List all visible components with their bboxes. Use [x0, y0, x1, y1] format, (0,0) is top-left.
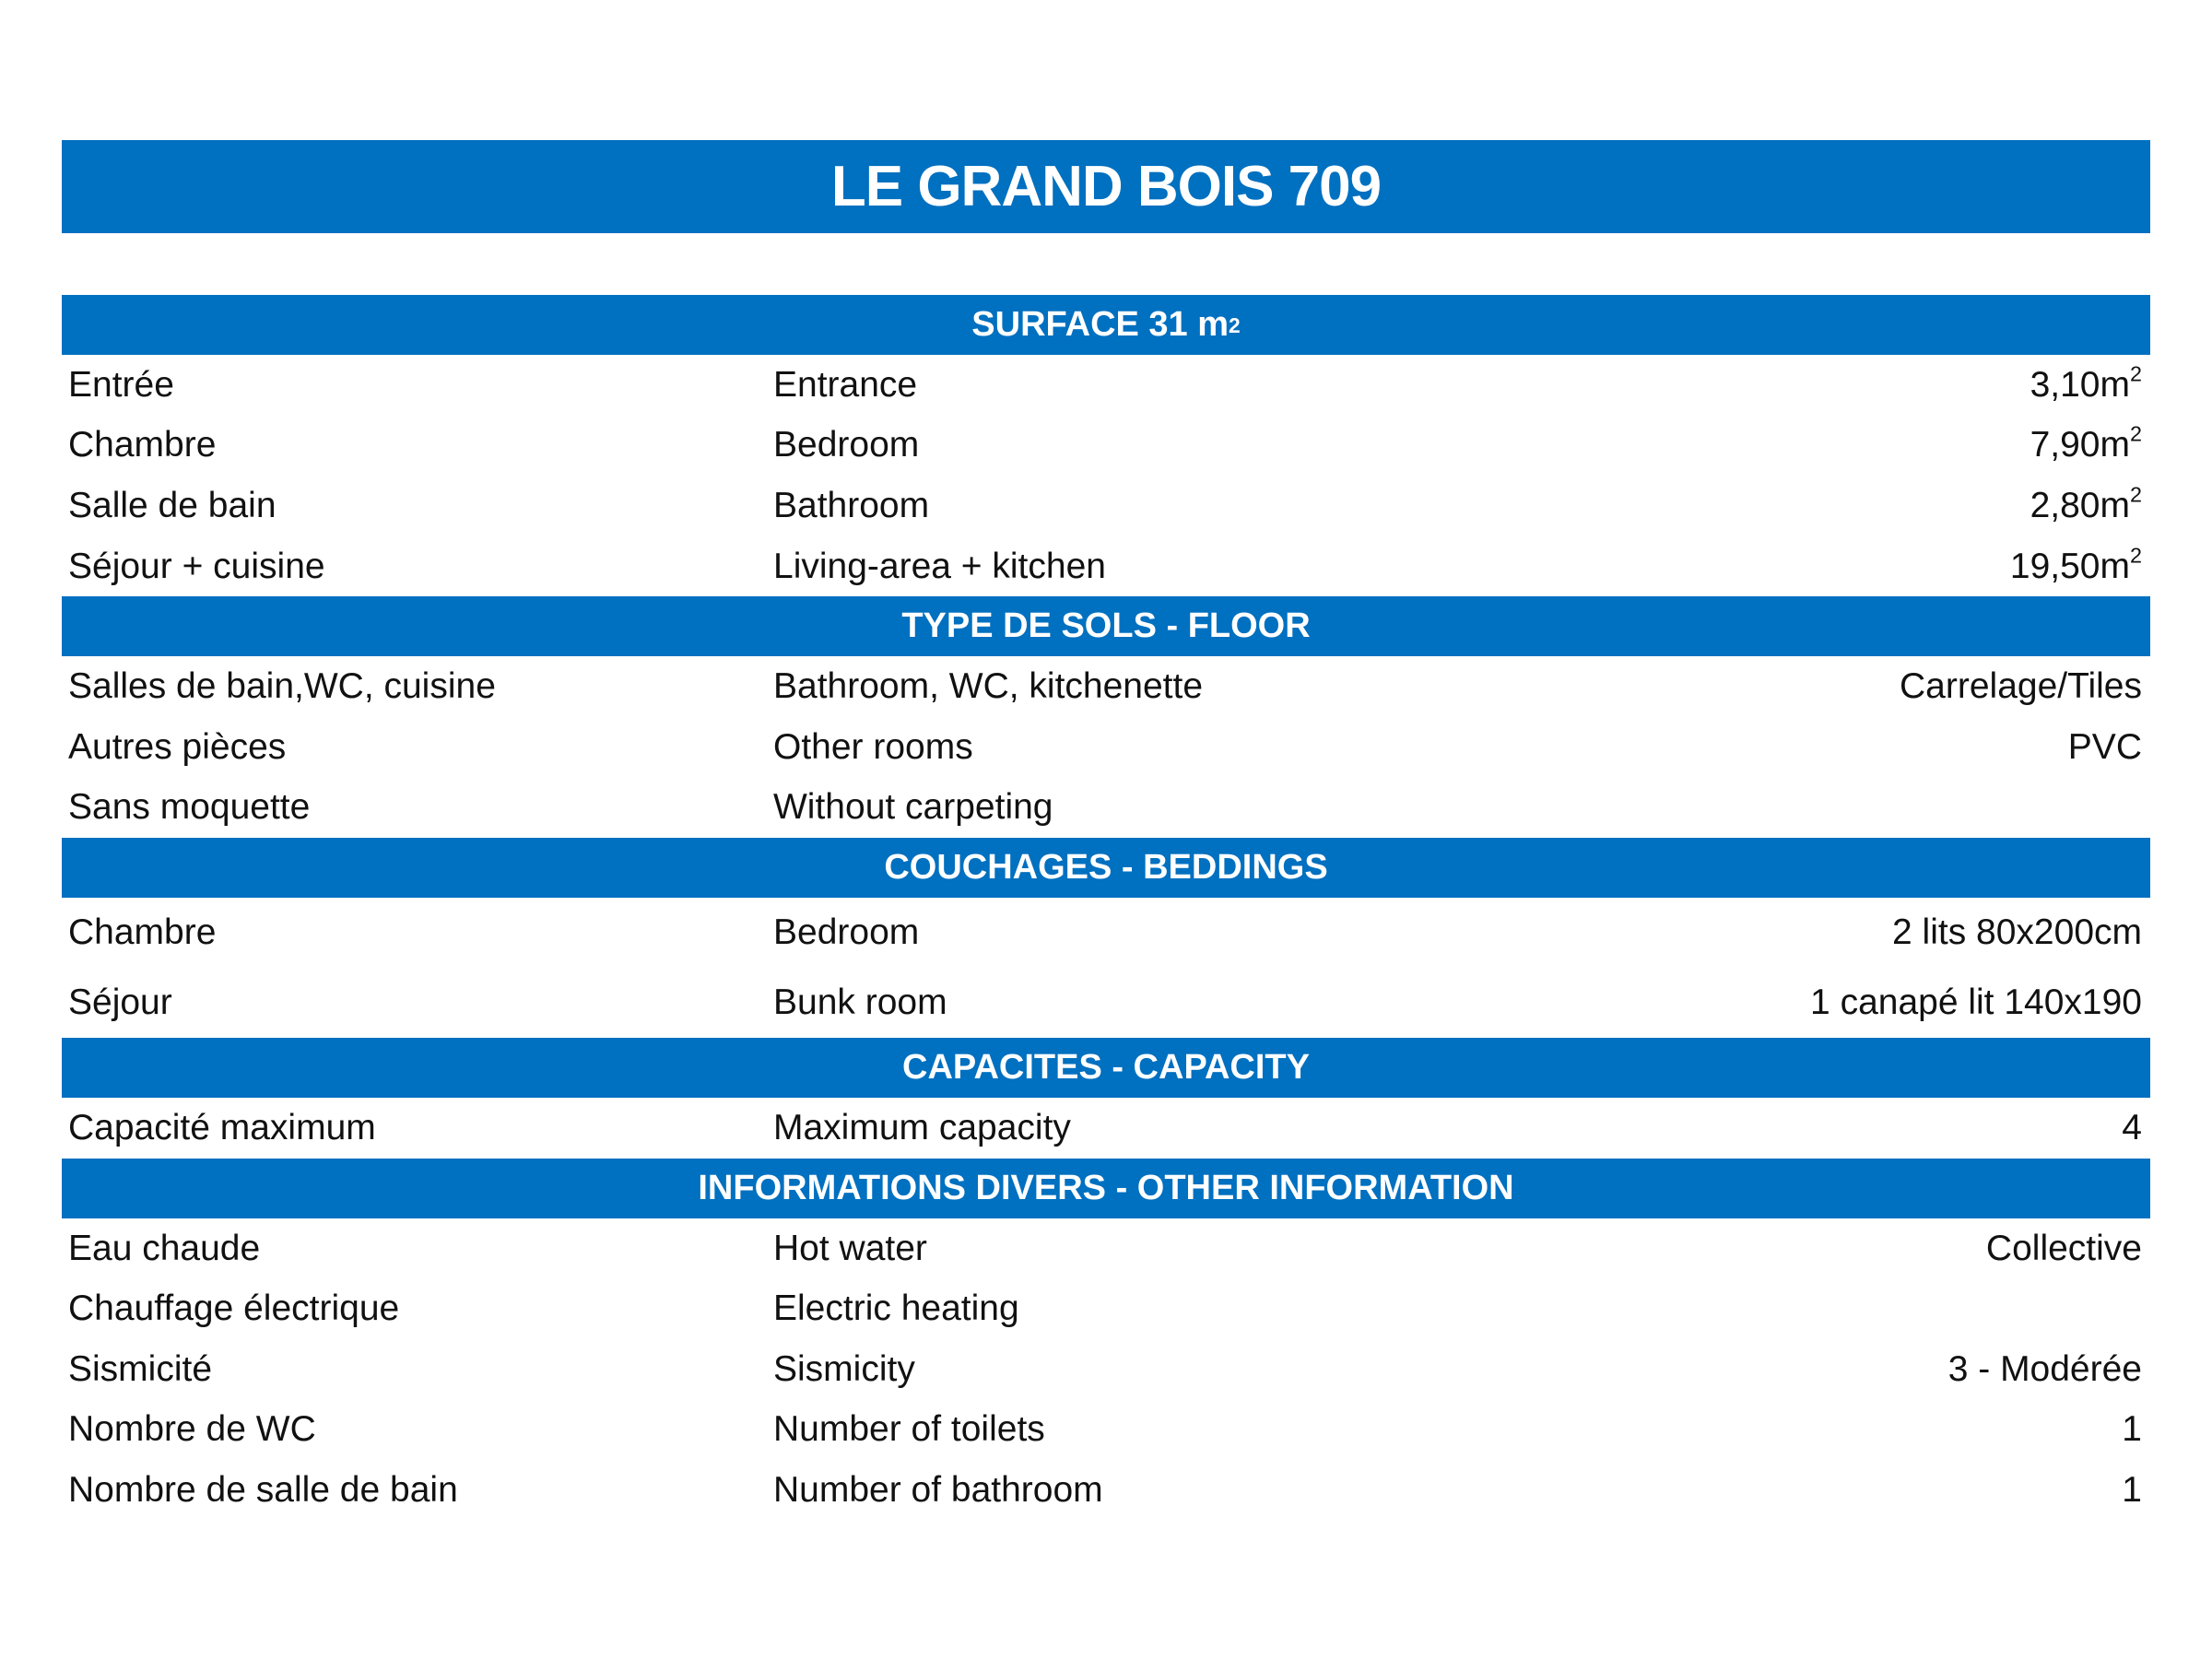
section-header: INFORMATIONS DIVERS - OTHER INFORMATION [62, 1158, 2150, 1218]
page-title: LE GRAND BOIS 709 [62, 140, 2150, 233]
table-row: Entrée Entrance 3,10m2 [62, 355, 2150, 416]
value-text: Collective [1985, 1228, 2142, 1268]
value-text: 7,90m [2030, 425, 2130, 465]
value: 1 canapé lit 140x190 [1810, 982, 2142, 1023]
label-french: Chauffage électrique [68, 1288, 400, 1329]
label-english: Electric heating [773, 1288, 1019, 1329]
superscript: 2 [2129, 361, 2142, 386]
label-french: Nombre de salle de bain [68, 1469, 458, 1510]
section-header: COUCHAGES - BEDDINGS [62, 838, 2150, 899]
table-row: Autres pièces Other rooms PVC [62, 717, 2150, 778]
superscript: 2 [2129, 482, 2142, 507]
section-header-label: INFORMATIONS DIVERS - OTHER INFORMATION [698, 1168, 1514, 1207]
label-french: Chambre [68, 912, 217, 953]
value: 2,80m2 [2030, 482, 2142, 526]
table-row: Nombre de salle de bain Number of bathroo… [62, 1460, 2150, 1521]
label-english: Number of bathroom [773, 1469, 1103, 1510]
value: PVC [2068, 727, 2142, 768]
value: 3,10m2 [2030, 363, 2142, 406]
label-french: Entrée [68, 364, 174, 405]
value: Carrelage/Tiles [1900, 666, 2142, 707]
label-french: Sans moquette [68, 787, 311, 828]
value: 1 [2122, 1409, 2142, 1450]
table-row: Chauffage électrique Electric heating [62, 1278, 2150, 1339]
label-english: Sismicity [773, 1348, 915, 1389]
label-french: Eau chaude [68, 1228, 261, 1268]
value-text: Carrelage/Tiles [1900, 666, 2142, 707]
value-text: 2 lits 80x200cm [1892, 912, 2142, 953]
label-english: Bathroom, WC, kitchenette [773, 666, 1204, 707]
value: 4 [2122, 1108, 2142, 1148]
section-header-label: TYPE DE SOLS - FLOOR [901, 606, 1311, 646]
property-details-table: SURFACE 31 m 2 Entrée Entrance 3,10m2 Chambre… [62, 295, 2150, 1521]
value-text: 2,80m [2030, 485, 2130, 525]
label-english: Bunk room [773, 982, 947, 1023]
label-french: Capacité maximum [68, 1107, 376, 1147]
label-english: Number of toilets [773, 1409, 1045, 1450]
table-row: Sismicité Sismicity 3 - Modérée [62, 1339, 2150, 1400]
value-text: 19,50m [2009, 546, 2130, 586]
label-french: Sismicité [68, 1348, 213, 1389]
value: 2 lits 80x200cm [1892, 912, 2142, 953]
value-text: 3,10m [2030, 364, 2130, 405]
section-header: TYPE DE SOLS - FLOOR [62, 596, 2150, 657]
label-english: Without carpeting [773, 787, 1053, 828]
value-text: PVC [2067, 726, 2142, 767]
value-text: 1 canapé lit 140x190 [1810, 982, 2142, 1023]
label-english: Bathroom [773, 485, 930, 525]
section-header: CAPACITES - CAPACITY [62, 1038, 2150, 1099]
label-french: Nombre de WC [68, 1409, 316, 1450]
label-french: Chambre [68, 425, 217, 465]
label-english: Living-area + kitchen [773, 546, 1106, 586]
value-text: 1 [2122, 1469, 2142, 1510]
table-row: Salle de bain Bathroom 2,80m2 [62, 476, 2150, 536]
value: 1 [2122, 1470, 2142, 1511]
table-row: Chambre Bedroom 2 lits 80x200cm [62, 898, 2150, 968]
table-row: Nombre de WC Number of toilets 1 [62, 1400, 2150, 1461]
value: 3 - Modérée [1948, 1349, 2142, 1390]
label-french: Salles de bain,WC, cuisine [68, 666, 496, 707]
section-header-label: SURFACE 31 m [971, 305, 1230, 344]
value-text: 3 - Modérée [1947, 1348, 2142, 1389]
label-english: Maximum capacity [773, 1107, 1071, 1147]
label-english: Bedroom [773, 912, 920, 953]
label-french: Salle de bain [68, 485, 276, 525]
value-text: 4 [2122, 1107, 2142, 1147]
section-header-label: CAPACITES - CAPACITY [902, 1048, 1310, 1088]
table-row: Chambre Bedroom 7,90m2 [62, 416, 2150, 477]
value-text: 1 [2122, 1409, 2142, 1450]
label-english: Other rooms [773, 726, 973, 767]
table-row: Séjour + cuisine Living-area + kitchen 19,… [62, 536, 2150, 597]
label-english: Entrance [773, 364, 918, 405]
label-french: Autres pièces [68, 726, 287, 767]
label-french: Séjour + cuisine [68, 546, 325, 586]
section-header-label: COUCHAGES - BEDDINGS [884, 848, 1328, 888]
table-row: Capacité maximum Maximum capacity 4 [62, 1098, 2150, 1159]
value: 19,50m2 [2009, 545, 2142, 587]
label-english: Bedroom [773, 425, 920, 465]
label-english: Hot water [773, 1228, 927, 1268]
superscript: 2 [2129, 543, 2142, 568]
value: Collective [1986, 1229, 2142, 1269]
table-row: Eau chaude Hot water Collective [62, 1218, 2150, 1279]
table-row: Sans moquette Without carpeting [62, 778, 2150, 839]
table-row: Salles de bain,WC, cuisine Bathroom, WC, … [62, 656, 2150, 717]
value: 7,90m2 [2030, 422, 2142, 465]
table-row: Séjour Bunk room 1 canapé lit 140x190 [62, 968, 2150, 1038]
label-french: Séjour [68, 982, 172, 1023]
superscript: 2 [2129, 422, 2142, 447]
